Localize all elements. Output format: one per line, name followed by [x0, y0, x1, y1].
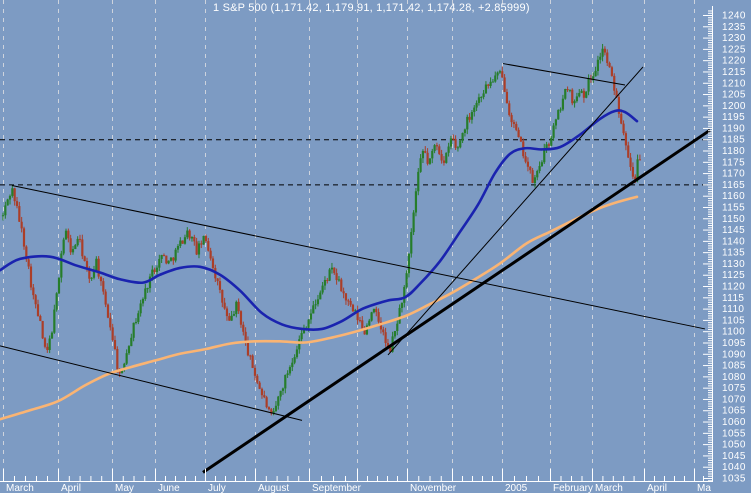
- y-axis-price-label: 1120: [722, 282, 745, 293]
- x-axis-month-label: April: [647, 483, 667, 493]
- y-axis-price-label: 1200: [722, 101, 746, 112]
- y-axis-price-label: 1210: [722, 78, 746, 89]
- moving-average-fast-blue: [0, 109, 639, 332]
- y-axis-price-label: 1220: [722, 56, 746, 67]
- trendline-top-resistance-short[interactable]: [502, 63, 626, 86]
- y-axis-price-label: 1155: [722, 202, 745, 213]
- y-axis-price-label: 1130: [722, 259, 745, 270]
- y-axis-price-label: 1170: [722, 169, 745, 180]
- y-axis-price-label: 1040: [722, 462, 746, 473]
- y-axis-price-label: 1065: [722, 406, 746, 417]
- y-axis-price-label: 1145: [722, 225, 745, 236]
- y-axis-price-label: 1215: [722, 67, 746, 78]
- support-level-lines[interactable]: [0, 139, 712, 186]
- x-axis-month-label: November: [410, 483, 457, 493]
- y-axis-labels: 1240123512301225122012151210120512001195…: [722, 11, 746, 485]
- x-axis-month-label: May: [115, 483, 134, 493]
- x-axis-month-label: September: [312, 483, 362, 493]
- y-axis-price-label: 1150: [722, 214, 745, 225]
- y-axis-price-label: 1160: [722, 191, 745, 202]
- x-axis-month-label: Ma: [697, 483, 711, 493]
- x-axis-month-label: August: [258, 483, 289, 493]
- y-axis-price-label: 1225: [722, 44, 746, 55]
- candlesticks: [1, 43, 642, 416]
- y-axis-ticks: [703, 10, 713, 482]
- y-axis-price-label: 1095: [722, 338, 746, 349]
- y-axis-price-label: 1050: [722, 440, 746, 451]
- y-axis-price-label: 1235: [722, 22, 746, 33]
- y-axis-price-label: 1115: [722, 293, 744, 304]
- trendline-descending-channel-bottom[interactable]: [0, 345, 303, 421]
- y-axis-price-label: 1060: [722, 417, 746, 428]
- y-axis-price-label: 1240: [722, 11, 746, 22]
- y-axis-price-label: 1175: [722, 157, 745, 168]
- y-axis-price-label: 1105: [722, 315, 745, 326]
- x-axis-month-label: March: [595, 483, 623, 493]
- y-axis-price-label: 1230: [722, 33, 746, 44]
- y-axis-price-label: 1090: [722, 349, 746, 360]
- trendlines[interactable]: [0, 63, 711, 474]
- trendline-rising-support[interactable]: [387, 66, 644, 356]
- symbol-title: 1 S&P 500 (1,171.42, 1,179.91, 1,171.42,…: [213, 2, 530, 14]
- y-axis-price-label: 1070: [722, 394, 746, 405]
- x-axis-month-label: February: [553, 483, 593, 493]
- y-axis-price-label: 1080: [722, 372, 746, 383]
- x-axis-month-label: June: [158, 483, 180, 493]
- x-axis-month-label: July: [208, 483, 226, 493]
- x-axis-ticks: [3, 469, 704, 481]
- trendline-primary-uptrend-thick[interactable]: [202, 128, 711, 474]
- y-axis-price-label: 1085: [722, 361, 746, 372]
- moving-average-slow-orange: [0, 195, 639, 421]
- y-axis-price-label: 1195: [722, 112, 745, 123]
- y-axis-price-label: 1055: [722, 428, 746, 439]
- trendline-descending-channel-top[interactable]: [11, 185, 706, 330]
- y-axis-price-label: 1190: [722, 123, 745, 134]
- y-axis-price-label: 1165: [722, 180, 745, 191]
- x-axis-labels: March April May June July August September Nove…: [6, 483, 711, 493]
- x-axis-month-label: 2005: [505, 483, 528, 493]
- month-gridlines: [3, 0, 695, 478]
- y-axis-price-label: 1100: [722, 327, 745, 338]
- y-axis-price-label: 1185: [722, 135, 745, 146]
- x-axis-month-label: April: [61, 483, 81, 493]
- y-axis-price-label: 1135: [722, 248, 745, 259]
- y-axis-price-label: 1125: [722, 270, 745, 281]
- y-axis-price-label: 1110: [722, 304, 744, 315]
- x-axis-month-label: March: [6, 483, 34, 493]
- y-axis-price-label: 1205: [722, 90, 746, 101]
- y-axis-price-label: 1045: [722, 451, 746, 462]
- y-axis-price-label: 1075: [722, 383, 746, 394]
- y-axis-price-label: 1035: [722, 474, 746, 485]
- y-axis-price-label: 1180: [722, 146, 745, 157]
- y-axis-price-label: 1140: [722, 236, 745, 247]
